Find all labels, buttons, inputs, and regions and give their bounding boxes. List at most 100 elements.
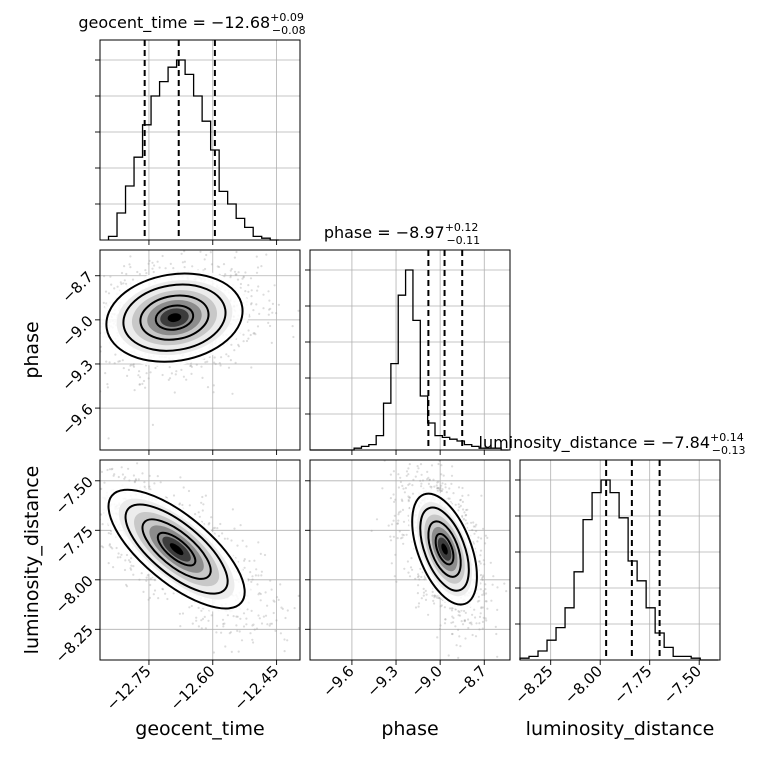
scatter-point — [269, 622, 272, 625]
scatter-point — [243, 558, 246, 561]
scatter-point — [420, 473, 423, 476]
scatter-point — [422, 587, 425, 591]
scatter-point — [237, 650, 240, 653]
scatter-point — [222, 625, 225, 628]
scatter-point — [77, 507, 79, 509]
scatter-point — [95, 341, 97, 343]
scatter-point — [424, 598, 428, 602]
scatter-point — [48, 474, 50, 476]
scatter-point — [450, 632, 454, 636]
y-tick-label: −8.7 — [58, 268, 96, 306]
scatter-point — [206, 360, 209, 363]
scatter-point — [416, 470, 419, 473]
scatter-point — [254, 333, 257, 336]
scatter-point — [95, 527, 97, 529]
scatter-point — [201, 376, 204, 379]
scatter-point — [242, 340, 245, 343]
scatter-point — [257, 614, 260, 617]
scatter-point — [197, 625, 200, 628]
scatter-point — [90, 357, 92, 359]
scatter-point — [132, 364, 135, 367]
scatter-point — [247, 290, 250, 293]
scatter-point — [93, 319, 95, 321]
scatter-point — [424, 589, 427, 593]
scatter-point — [182, 375, 185, 378]
scatter-point — [106, 468, 109, 472]
scatter-point — [255, 255, 258, 258]
scatter-point — [470, 621, 473, 624]
scatter-point — [241, 539, 244, 542]
scatter-point — [100, 470, 104, 473]
scatter-point — [118, 360, 121, 363]
histogram-step — [310, 269, 509, 451]
scatter-point — [461, 623, 465, 626]
scatter-point — [389, 497, 392, 500]
scatter-point — [405, 470, 409, 473]
scatter-point — [433, 485, 436, 488]
y-tick-label: −9.3 — [58, 356, 96, 394]
scatter-point — [100, 487, 103, 490]
scatter-point — [255, 627, 259, 630]
scatter-point — [203, 258, 206, 261]
scatter-point — [269, 579, 272, 582]
scatter-point — [268, 308, 271, 311]
scatter-point — [496, 608, 499, 612]
scatter-point — [462, 517, 465, 521]
scatter-point — [396, 522, 399, 525]
scatter-point — [481, 577, 484, 580]
scatter-point — [195, 619, 198, 622]
joint-panel-geocent-time-phase: −9.6 −9.3 −9.0 −8.7 — [1, 247, 301, 455]
scatter-point — [409, 566, 413, 569]
joint-content — [48, 445, 300, 654]
scatter-point — [182, 247, 184, 249]
scatter-point — [116, 556, 119, 559]
scatter-point — [240, 639, 244, 642]
scatter-point — [257, 541, 260, 544]
scatter-point — [454, 625, 457, 628]
scatter-point — [1, 320, 3, 322]
scatter-point — [109, 445, 111, 447]
scatter-point — [475, 530, 478, 533]
scatter-point — [128, 479, 131, 482]
scatter-point — [227, 355, 230, 358]
scatter-point — [216, 527, 219, 530]
scatter-point — [440, 604, 443, 607]
scatter-point — [242, 612, 246, 615]
scatter-point — [95, 345, 97, 347]
scatter-point — [127, 368, 130, 371]
contour-line — [124, 503, 229, 595]
scatter-point — [474, 635, 478, 638]
scatter-point — [168, 366, 171, 369]
x-tick-label: −12.45 — [230, 662, 282, 714]
y-tick-label: −9.6 — [58, 400, 96, 438]
scatter-point — [257, 285, 260, 288]
scatter-point — [181, 612, 185, 615]
scatter-point — [444, 618, 447, 621]
scatter-point — [479, 612, 482, 615]
ylabel-luminosity-distance: luminosity_distance — [21, 466, 43, 655]
scatter-point — [245, 545, 248, 548]
scatter-point — [271, 311, 274, 314]
scatter-point — [495, 632, 498, 636]
scatter-point — [444, 618, 447, 621]
scatter-point — [242, 275, 245, 278]
scatter-point — [425, 593, 428, 596]
scatter-point — [200, 501, 203, 504]
scatter-point — [117, 552, 120, 555]
scatter-point — [484, 600, 487, 603]
scatter-point — [404, 487, 407, 490]
scatter-point — [204, 494, 207, 497]
scatter-point — [235, 250, 238, 254]
scatter-point — [148, 485, 151, 488]
scatter-point — [440, 473, 443, 476]
scatter-point — [297, 309, 300, 312]
panel-frame — [309, 459, 511, 661]
scatter-point — [450, 609, 454, 612]
scatter-point — [138, 273, 141, 276]
contour-line — [141, 518, 212, 580]
scatter-point — [396, 522, 399, 525]
contour-line — [139, 294, 210, 341]
scatter-point — [86, 353, 88, 355]
scatter-point — [239, 617, 242, 620]
scatter-point — [206, 386, 210, 389]
